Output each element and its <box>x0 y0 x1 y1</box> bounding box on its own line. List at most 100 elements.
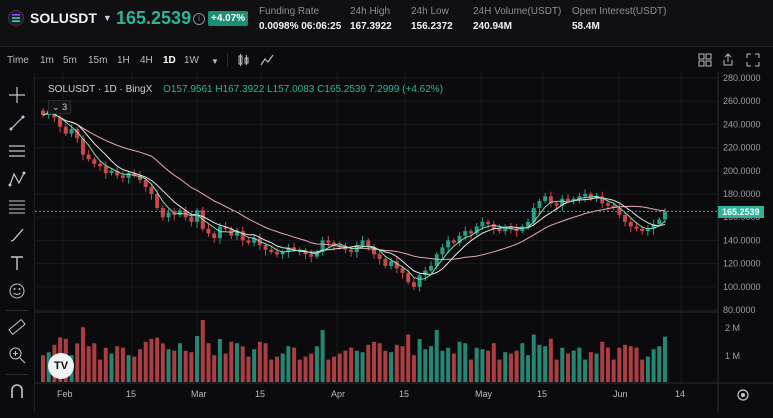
candle-body <box>588 194 593 199</box>
info-icon[interactable]: i <box>193 13 205 25</box>
pattern-icon[interactable] <box>8 170 26 188</box>
candle-body <box>531 207 536 222</box>
volume-bar <box>246 356 251 382</box>
candle-body <box>109 170 114 174</box>
candle-body <box>166 212 171 218</box>
stat-label: Funding Rate <box>259 6 320 17</box>
volume-bar <box>354 350 359 382</box>
share-icon[interactable] <box>721 53 735 67</box>
volume-bar <box>548 338 553 382</box>
magnet-icon[interactable] <box>8 382 26 400</box>
candle-body <box>217 226 222 239</box>
tab-15m[interactable]: 15m <box>88 55 108 66</box>
candle-body <box>223 226 228 229</box>
layout-grid-icon[interactable] <box>698 53 712 67</box>
candle-body <box>120 175 125 178</box>
candle-body <box>58 117 63 127</box>
candle-body <box>389 261 394 266</box>
tab-1d[interactable]: 1D <box>163 55 176 66</box>
volume-bar <box>389 352 394 382</box>
volume-bar <box>223 353 228 382</box>
candle-body <box>349 249 354 252</box>
tab-1h[interactable]: 1H <box>117 55 130 66</box>
tab-4h[interactable]: 4H <box>140 55 153 66</box>
candle-body <box>446 240 451 248</box>
volume-bar <box>360 352 365 382</box>
volume-bar <box>166 349 171 382</box>
candle-body <box>514 228 519 232</box>
volume-bar <box>440 350 445 382</box>
chart-legend: SOLUSDT · 1D · BingX O157.9561 H167.3922… <box>48 84 443 95</box>
volume-bar <box>160 343 165 382</box>
symbol-selector[interactable]: SOLUSDT ▼ <box>8 10 112 26</box>
volume-bar <box>531 334 536 382</box>
ma-slow-line <box>42 112 666 261</box>
volume-bar <box>269 359 274 382</box>
chevron-down-icon: ⌄ <box>52 102 60 112</box>
stat-24h-low: 24h Low 156.2372 <box>411 6 453 32</box>
volume-bar <box>640 359 645 382</box>
stat-24h-volume: 24H Volume(USDT) 240.94M <box>473 6 561 32</box>
volume-bar <box>468 359 473 382</box>
volume-bar <box>98 359 103 382</box>
emoji-icon[interactable] <box>8 282 26 300</box>
zoom-in-icon[interactable] <box>8 346 26 364</box>
volume-bar <box>332 356 337 382</box>
candle-body <box>377 254 382 259</box>
volume-bar <box>115 346 120 382</box>
drawing-toolbar <box>0 74 35 413</box>
chevron-down-icon[interactable]: ▼ <box>211 57 219 66</box>
price-chart[interactable]: 280.0000 260.0000 240.0000 220.0000 200.0000… <box>35 72 773 413</box>
x-tick-label: 15 <box>126 389 136 399</box>
candle-body <box>92 159 97 164</box>
stat-value: 0.0098% 06:06:25 <box>259 21 342 32</box>
stat-funding-rate: Funding Rate 0.0098% 06:06:25 <box>259 6 341 32</box>
candle-body <box>434 254 439 266</box>
x-tick-label: Jun <box>613 389 628 399</box>
brush-icon[interactable] <box>8 226 26 244</box>
tab-time[interactable]: Time <box>7 55 29 66</box>
stat-24h-high: 24h High 167.3922 <box>350 6 392 32</box>
x-tick-label: 15 <box>255 389 265 399</box>
stat-label: 24h Low <box>411 6 449 17</box>
candle-body <box>577 196 582 199</box>
volume-bar <box>109 353 114 382</box>
y-tick-label: 280.0000 <box>723 73 761 83</box>
candle-body <box>520 226 525 232</box>
indicators-toggle[interactable]: ⌄ 3 <box>48 100 72 114</box>
volume-bar <box>663 336 667 382</box>
candle-body <box>657 219 662 225</box>
crosshair-icon[interactable] <box>8 86 26 104</box>
candle-body <box>640 228 645 232</box>
candle-body <box>451 240 456 243</box>
fullscreen-icon[interactable] <box>746 53 760 67</box>
chart-area[interactable]: 280.0000 260.0000 240.0000 220.0000 200.0000… <box>35 72 773 413</box>
tab-1w[interactable]: 1W <box>184 55 199 66</box>
candle-body <box>240 231 245 241</box>
trend-line-icon[interactable] <box>8 114 26 132</box>
candle-body <box>491 224 496 229</box>
fib-retracement-icon[interactable] <box>8 198 26 216</box>
volume-bar <box>514 350 519 382</box>
candle-body <box>400 268 405 273</box>
ruler-icon[interactable] <box>8 318 26 336</box>
candle-body <box>195 210 200 222</box>
tab-5m[interactable]: 5m <box>63 55 77 66</box>
settings-icon[interactable] <box>737 389 749 401</box>
volume-bar <box>189 352 194 382</box>
candle-body <box>651 224 656 229</box>
volume-bar <box>600 341 605 382</box>
text-icon[interactable] <box>8 254 26 272</box>
x-tick-label: Apr <box>331 389 345 399</box>
chart-title: SOLUSDT · 1D · BingX <box>48 84 153 95</box>
volume-tick-label: 2 M <box>725 323 740 333</box>
candle-body <box>280 252 285 255</box>
tab-1m[interactable]: 1m <box>40 55 54 66</box>
x-tick-label: Mar <box>191 389 207 399</box>
horizontal-lines-icon[interactable] <box>8 142 26 160</box>
stat-label: 24H Volume(USDT) <box>473 6 562 17</box>
volume-bar <box>149 338 154 382</box>
indicators-icon[interactable] <box>260 53 274 67</box>
volume-bar <box>155 337 160 382</box>
candles-icon[interactable] <box>237 53 251 67</box>
